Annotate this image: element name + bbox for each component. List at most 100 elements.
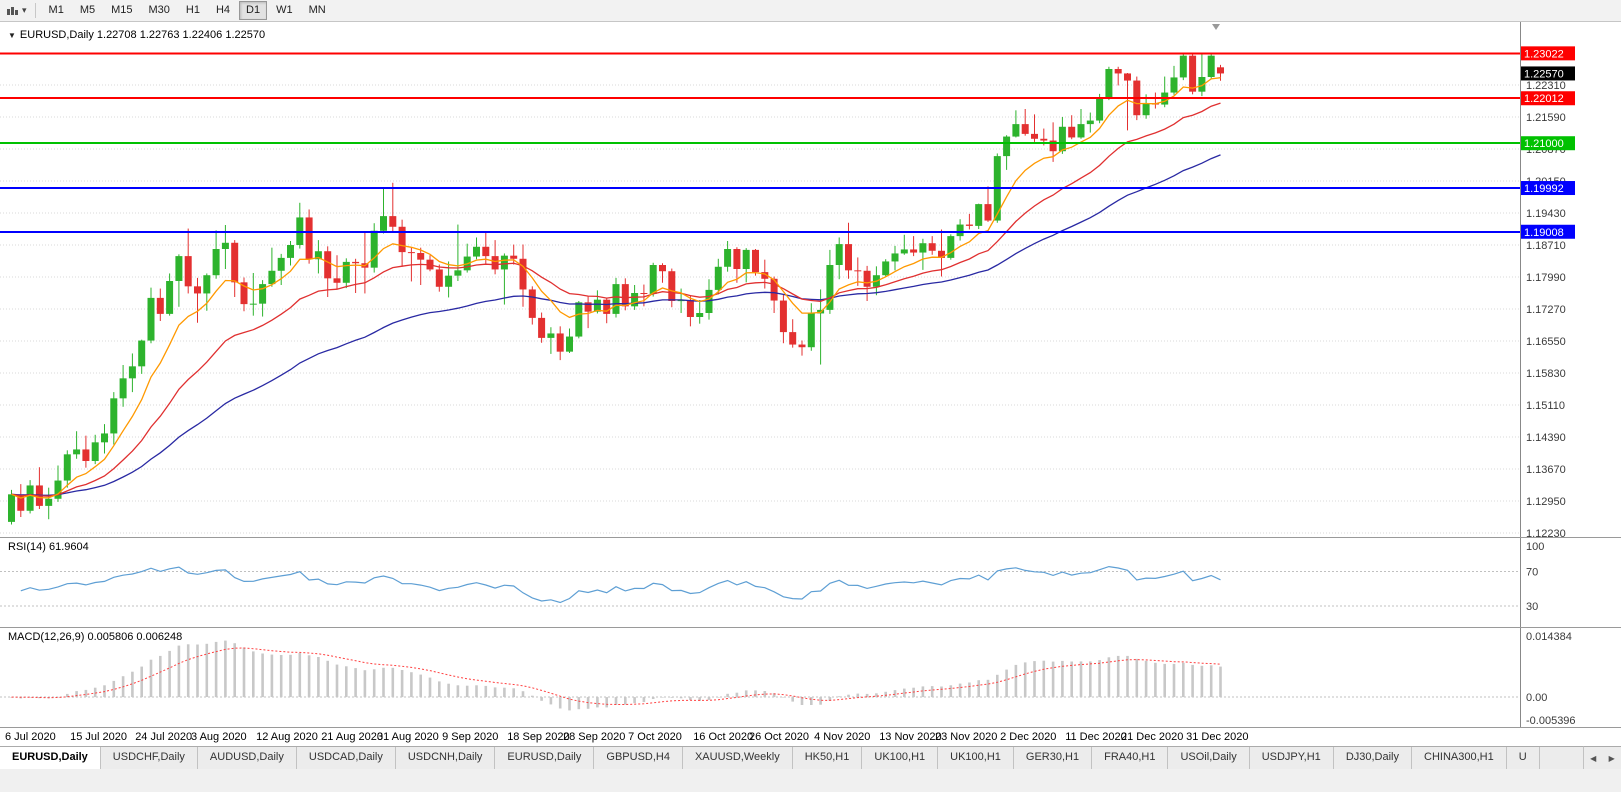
chart-tab-usdcad-daily[interactable]: USDCAD,Daily	[296, 747, 396, 769]
rsi-axis-label: 100	[1526, 541, 1544, 553]
chart-tab-hk50-h1[interactable]: HK50,H1	[792, 747, 863, 769]
chart-tab-audusd-daily[interactable]: AUDUSD,Daily	[197, 747, 297, 769]
rsi-indicator-panel: 100 70 30 RSI(14) 61.9604	[0, 537, 1621, 628]
time-axis-label: 2 Dec 2020	[1000, 731, 1057, 743]
timeframe-button-m30[interactable]: M30	[148, 4, 170, 16]
timeframe-button-m5[interactable]: M5	[79, 4, 96, 16]
price-level-badge	[1521, 224, 1575, 239]
collapse-indicator-icon[interactable]: ▼	[8, 31, 16, 40]
macd-axis-label: 0.014384	[1526, 631, 1572, 643]
price-axis-label: 1.15830	[1526, 368, 1566, 380]
price-level-badge-text: 1.22012	[1524, 93, 1564, 105]
timeframe-toolbar: ▾ M1 M5 M15 M30 H1 H4 D1 W1 MN	[0, 0, 1621, 22]
chart-tabs-bar: EURUSD,Daily USDCHF,Daily AUDUSD,Daily USDC…	[0, 746, 1621, 769]
chart-tab-uk100-h1[interactable]: UK100,H1	[938, 747, 1014, 769]
macd-signal-line	[11, 647, 1221, 705]
chart-shift-marker	[1212, 24, 1220, 30]
chart-tab-gbpusd-h4[interactable]: GBPUSD,H4	[594, 747, 683, 769]
chart-symbol-label: EURUSD,Daily	[19, 29, 94, 41]
macd-indicator-panel: 0.014384 0.00 -0.005396 MACD(12,26,9) 0.00…	[0, 627, 1621, 728]
moving-averages-layer	[11, 77, 1221, 499]
time-axis-label: 4 Nov 2020	[814, 731, 871, 743]
macd-canvas[interactable]: 0.014384 0.00 -0.005396	[0, 628, 1621, 728]
price-axis-label: 1.17270	[1526, 304, 1566, 316]
price-axis-label: 1.16550	[1526, 336, 1566, 348]
chart-tab-fra40-h1[interactable]: FRA40,H1	[1092, 747, 1169, 769]
time-axis-label: 6 Jul 2020	[5, 731, 56, 743]
chart-ohlc-values: 1.22708 1.22763 1.22406 1.22570	[96, 29, 266, 41]
price-axis-label: 1.14390	[1526, 432, 1566, 444]
tab-scroll-left-icon[interactable]: ◀	[1590, 753, 1597, 763]
macd-axis-label: -0.005396	[1526, 715, 1576, 727]
rsi-axis-label: 70	[1526, 567, 1538, 579]
price-axis-label: 1.22310	[1526, 80, 1566, 92]
chart-tab-uk100-h1[interactable]: UK100,H1	[862, 747, 939, 769]
time-axis-label: 18 Sep 2020	[507, 731, 570, 743]
rsi-line	[20, 565, 1221, 604]
time-axis-label: 21 Dec 2020	[1121, 731, 1184, 743]
timeframe-button-m1[interactable]: M1	[48, 4, 64, 16]
timeframe-buttons: M1 M5 M15 M30 H1 H4 D1 W1 MN	[41, 1, 334, 20]
time-axis-label: 31 Aug 2020	[377, 731, 439, 743]
price-axis-label: 1.13670	[1526, 464, 1566, 476]
macd-label: MACD(12,26,9) 0.005806 0.006248	[8, 631, 183, 643]
chart-type-icon[interactable]	[4, 4, 22, 18]
time-axis-label: 3 Aug 2020	[191, 731, 247, 743]
price-axis-label: 1.15110	[1526, 400, 1565, 412]
time-axis-label: 24 Jul 2020	[135, 731, 193, 743]
price-level-badge	[1521, 91, 1575, 106]
time-axis-label: 12 Aug 2020	[256, 731, 318, 743]
price-level-badge	[1521, 136, 1575, 151]
chart-tab-usdchf-daily[interactable]: USDCHF,Daily	[100, 747, 198, 769]
price-level-badge-text: 1.21000	[1524, 138, 1564, 150]
price-axis-label: 1.21590	[1526, 112, 1566, 124]
time-axis[interactable]: 6 Jul 2020 15 Jul 2020 24 Jul 2020 3 Aug 20…	[0, 727, 1621, 746]
chart-tab-china300-h1[interactable]: CHINA300,H1	[1412, 747, 1507, 769]
chart-tab-dj30-daily[interactable]: DJ30,Daily	[1333, 747, 1412, 769]
price-level-badge	[1521, 66, 1575, 81]
time-axis-label: 11 Dec 2020	[1065, 731, 1127, 743]
time-axis-label: 7 Oct 2020	[628, 731, 682, 743]
time-axis-label: 23 Nov 2020	[935, 731, 998, 743]
time-axis-label: 15 Jul 2020	[70, 731, 127, 743]
timeframe-button-d1[interactable]: D1	[239, 1, 268, 20]
rsi-canvas[interactable]: 100 70 30	[0, 538, 1621, 628]
price-level-badge-text: 1.22570	[1524, 68, 1564, 80]
time-axis-label: 9 Sep 2020	[442, 731, 499, 743]
chart-tab-usdcnh-daily[interactable]: USDCNH,Daily	[395, 747, 496, 769]
price-axis-label: 1.19430	[1526, 208, 1566, 220]
chart-type-dropdown-icon[interactable]: ▾	[22, 5, 27, 15]
price-level-badge-text: 1.23022	[1524, 48, 1564, 60]
price-axis-label: 1.12230	[1526, 528, 1566, 537]
price-badges-layer: 1.23022 1.22012 1.21000 1.19992 1.19008 1.225…	[1521, 46, 1575, 239]
macd-histogram	[10, 640, 1222, 711]
price-level-badge-text: 1.19992	[1524, 183, 1564, 195]
chart-tab-u[interactable]: U	[1506, 747, 1540, 769]
timeframe-button-w1[interactable]: W1	[276, 4, 293, 16]
time-axis-label: 31 Dec 2020	[1186, 731, 1249, 743]
chart-tab-usoil-daily[interactable]: USOil,Daily	[1168, 747, 1250, 769]
price-level-badge	[1521, 46, 1575, 61]
rsi-label: RSI(14) 61.9604	[8, 541, 89, 553]
chart-tab-eurusd-daily[interactable]: EURUSD,Daily	[495, 747, 595, 769]
time-axis-label: 28 Sep 2020	[563, 731, 626, 743]
timeframe-button-h1[interactable]: H1	[185, 4, 200, 16]
rsi-axis-label: 30	[1526, 601, 1538, 613]
chart-tab-xauusd-weekly[interactable]: XAUUSD,Weekly	[682, 747, 793, 769]
timeframe-button-mn[interactable]: MN	[308, 4, 326, 16]
candles-layer	[8, 53, 1224, 525]
chart-title: ▼ EURUSD,Daily 1.22708 1.22763 1.22406 1.2…	[8, 29, 268, 41]
chart-tab-eurusd-daily[interactable]: EURUSD,Daily	[0, 747, 101, 769]
horizontal-levels-layer[interactable]	[0, 52, 1520, 233]
chart-tab-usdjpy-h1[interactable]: USDJPY,H1	[1249, 747, 1334, 769]
time-axis-label: 16 Oct 2020	[693, 731, 754, 743]
price-level-badge	[1521, 181, 1575, 196]
toolbar-separator	[34, 3, 36, 18]
timeframe-button-h4[interactable]: H4	[215, 4, 231, 16]
chart-tab-ger30-h1[interactable]: GER30,H1	[1013, 747, 1093, 769]
timeframe-button-m15[interactable]: M15	[111, 4, 133, 16]
tab-scroll-right-icon[interactable]: ▶	[1608, 753, 1615, 763]
price-chart-canvas[interactable]: 1.223101.215901.208701.201501.194301.187…	[0, 22, 1621, 537]
macd-axis-label: 0.00	[1526, 692, 1547, 704]
time-axis-label: 13 Nov 2020	[879, 731, 942, 743]
